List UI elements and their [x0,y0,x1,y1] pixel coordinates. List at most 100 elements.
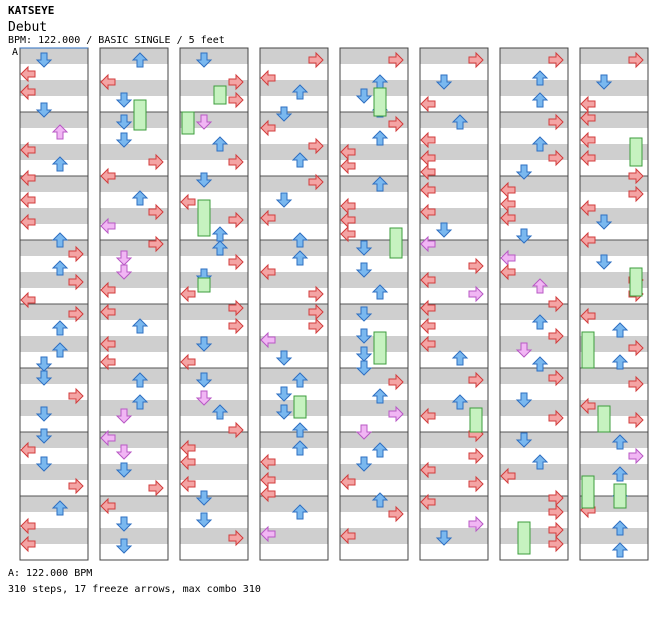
step-arrow [435,74,453,90]
step-arrow [355,306,373,322]
step-arrow [51,124,69,140]
step-arrow [20,191,36,209]
step-arrow [131,52,149,68]
step-arrow [420,131,436,149]
beat-stripe [260,464,328,480]
step-arrow [180,453,196,471]
chart-column [419,47,489,561]
step-arrow [435,530,453,546]
beat-stripe [180,144,248,160]
beat-stripe [20,112,88,128]
step-arrow [628,51,644,69]
beat-stripe [580,208,648,224]
beat-stripe [180,368,248,384]
freeze-arrow [213,85,227,105]
beat-stripe [20,368,88,384]
step-arrow [260,331,276,349]
step-arrow [68,245,84,263]
step-arrow [420,163,436,181]
freeze-arrow [469,407,483,433]
step-arrow [100,73,116,91]
step-arrow [468,371,484,389]
step-arrow [451,350,469,366]
step-arrow [548,535,564,553]
step-arrow [291,250,309,266]
step-arrow [20,141,36,159]
step-arrow [611,520,629,536]
step-arrow [548,295,564,313]
beat-stripe [500,336,568,352]
freeze-arrow [133,99,147,131]
step-arrow [131,318,149,334]
beat-stripe [580,464,648,480]
step-arrow [68,273,84,291]
step-arrow [211,136,229,152]
beat-stripe [20,432,88,448]
beat-stripe [580,112,648,128]
step-arrow [531,454,549,470]
beat-stripe [580,304,648,320]
beat-stripe [420,304,488,320]
beat-stripe [420,176,488,192]
step-arrow [20,169,36,187]
step-arrow [580,231,596,249]
step-arrow [308,173,324,191]
beat-stripe [340,144,408,160]
step-arrow [115,92,133,108]
step-arrow [35,428,53,444]
step-arrow [468,515,484,533]
step-arrow [100,303,116,321]
freeze-arrow [197,277,211,293]
step-arrow [371,176,389,192]
step-arrow [228,153,244,171]
beat-stripe [20,80,88,96]
step-arrow [115,462,133,478]
beat-stripe [180,336,248,352]
step-arrow [515,164,533,180]
step-arrow [420,335,436,353]
step-arrow [195,490,213,506]
artist-name: KATSEYE [8,4,55,17]
step-arrow [228,253,244,271]
step-arrow [451,394,469,410]
step-arrow [371,388,389,404]
beat-stripe [260,240,328,256]
beat-stripe [500,272,568,288]
beat-stripe [20,400,88,416]
beat-stripe [260,80,328,96]
step-arrow [115,132,133,148]
step-arrow [100,335,116,353]
step-arrow [388,51,404,69]
step-arrow [35,370,53,386]
step-arrow [515,432,533,448]
step-arrow [51,260,69,276]
beat-stripe [20,208,88,224]
freeze-arrow [181,111,195,135]
step-arrow [500,209,516,227]
beat-stripe [420,80,488,96]
beat-stripe [20,464,88,480]
step-arrow [260,119,276,137]
beat-stripe [420,496,488,512]
beat-stripe [100,464,168,480]
step-arrow [115,444,133,460]
beat-stripe [340,272,408,288]
step-arrow [548,149,564,167]
freeze-arrow [389,227,403,259]
beat-stripe [500,464,568,480]
beat-stripe [340,528,408,544]
step-arrow [548,51,564,69]
step-arrow [228,421,244,439]
beat-stripe [420,464,488,480]
step-arrow [580,95,596,113]
beat-stripe [580,80,648,96]
beat-stripe [340,432,408,448]
step-arrow [468,475,484,493]
step-arrow [20,517,36,535]
step-arrow [228,529,244,547]
step-arrow [388,115,404,133]
step-arrow [228,317,244,335]
beat-stripe [420,112,488,128]
step-arrow [20,83,36,101]
